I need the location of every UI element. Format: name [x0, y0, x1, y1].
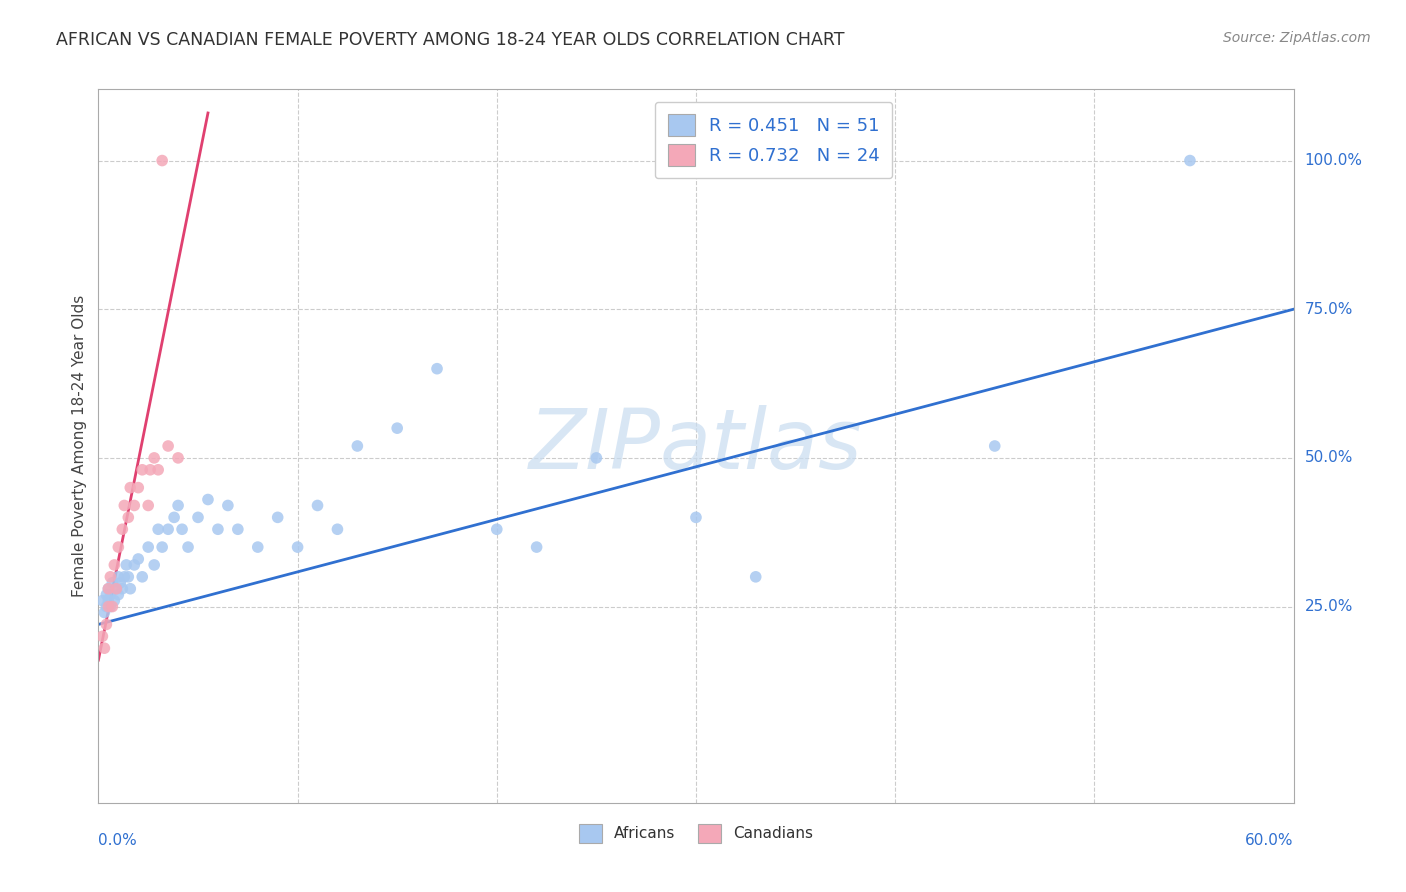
- Point: [187, 510, 209, 524]
- Point: [117, 570, 139, 584]
- Point: [91, 629, 114, 643]
- Point: [111, 522, 134, 536]
- Point: [346, 439, 368, 453]
- Text: AFRICAN VS CANADIAN FEMALE POVERTY AMONG 18-24 YEAR OLDS CORRELATION CHART: AFRICAN VS CANADIAN FEMALE POVERTY AMONG…: [56, 31, 845, 49]
- Point: [97, 599, 120, 614]
- Point: [107, 570, 129, 584]
- Point: [131, 463, 153, 477]
- Point: [96, 599, 118, 614]
- Point: [124, 499, 146, 513]
- Point: [307, 499, 329, 513]
- Point: [115, 558, 138, 572]
- Point: [98, 570, 122, 584]
- Point: [111, 582, 134, 596]
- Point: [167, 450, 190, 465]
- Text: 50.0%: 50.0%: [1305, 450, 1353, 466]
- Point: [131, 570, 153, 584]
- Point: [157, 522, 180, 536]
- Point: [197, 492, 219, 507]
- Point: [112, 570, 135, 584]
- Point: [150, 153, 173, 168]
- Point: [745, 570, 768, 584]
- Point: [167, 499, 190, 513]
- Point: [98, 599, 122, 614]
- Text: Source: ZipAtlas.com: Source: ZipAtlas.com: [1223, 31, 1371, 45]
- Point: [101, 599, 124, 614]
- Point: [685, 510, 707, 524]
- Point: [246, 540, 269, 554]
- Text: 60.0%: 60.0%: [1246, 833, 1294, 848]
- Point: [287, 540, 309, 554]
- Point: [150, 540, 173, 554]
- Point: [97, 593, 120, 607]
- Point: [163, 510, 186, 524]
- Text: 25.0%: 25.0%: [1305, 599, 1353, 614]
- Text: ZIPatlas: ZIPatlas: [529, 406, 863, 486]
- Text: 75.0%: 75.0%: [1305, 301, 1353, 317]
- Point: [120, 481, 142, 495]
- Point: [91, 593, 114, 607]
- Point: [984, 439, 1007, 453]
- Point: [124, 558, 146, 572]
- Point: [117, 510, 139, 524]
- Point: [96, 617, 118, 632]
- Point: [93, 641, 115, 656]
- Point: [207, 522, 229, 536]
- Point: [136, 499, 159, 513]
- Point: [267, 510, 290, 524]
- Point: [526, 540, 548, 554]
- Point: [157, 439, 180, 453]
- Point: [103, 593, 125, 607]
- Point: [136, 540, 159, 554]
- Point: [97, 582, 120, 596]
- Point: [148, 522, 170, 536]
- Point: [127, 552, 149, 566]
- Point: [148, 463, 170, 477]
- Point: [98, 588, 122, 602]
- Point: [485, 522, 508, 536]
- Point: [107, 540, 129, 554]
- Point: [93, 606, 115, 620]
- Point: [127, 481, 149, 495]
- Point: [226, 522, 249, 536]
- Point: [1178, 153, 1201, 168]
- Text: 100.0%: 100.0%: [1305, 153, 1362, 168]
- Point: [97, 582, 120, 596]
- Point: [103, 558, 125, 572]
- Point: [326, 522, 349, 536]
- Y-axis label: Female Poverty Among 18-24 Year Olds: Female Poverty Among 18-24 Year Olds: [72, 295, 87, 597]
- Point: [105, 582, 128, 596]
- Point: [120, 582, 142, 596]
- Point: [139, 463, 162, 477]
- Point: [385, 421, 409, 435]
- Point: [110, 575, 132, 590]
- Point: [105, 582, 128, 596]
- Point: [112, 499, 135, 513]
- Text: 0.0%: 0.0%: [98, 833, 138, 848]
- Legend: Africans, Canadians: Africans, Canadians: [572, 818, 820, 848]
- Point: [96, 588, 118, 602]
- Point: [217, 499, 239, 513]
- Point: [585, 450, 607, 465]
- Point: [143, 558, 166, 572]
- Point: [101, 575, 124, 590]
- Point: [172, 522, 194, 536]
- Point: [143, 450, 166, 465]
- Point: [107, 588, 129, 602]
- Point: [177, 540, 200, 554]
- Point: [426, 361, 449, 376]
